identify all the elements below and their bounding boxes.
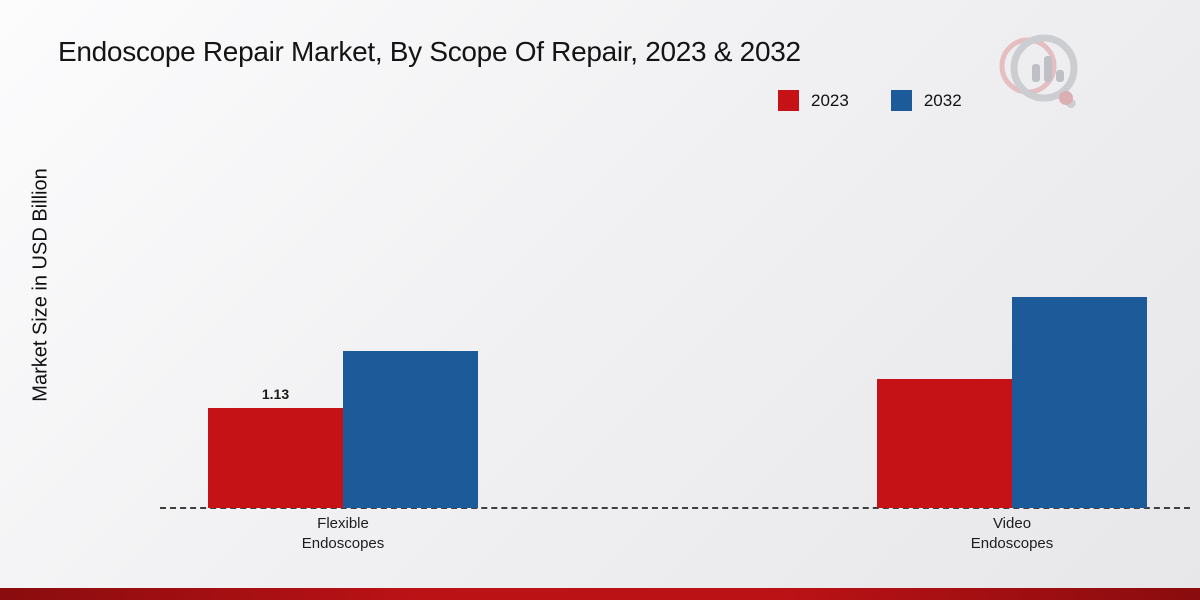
- bar-2023-video-endoscopes: [877, 379, 1012, 508]
- category-label-flexible-endoscopes: Flexible Endoscopes: [301, 515, 385, 552]
- legend: 2023 2032: [778, 90, 962, 111]
- legend-label-2023: 2023: [811, 90, 849, 110]
- legend-item-2032: 2032: [890, 90, 962, 111]
- bar-2032-video-endoscopes: [1012, 297, 1147, 508]
- market-research-future-logo: [999, 34, 1078, 109]
- bar-2032-flexible-endoscopes: [343, 351, 478, 508]
- x-axis-baseline: [160, 507, 1190, 509]
- value-label-2023-flexible-endoscopes: 1.13: [261, 386, 290, 402]
- bottom-accent-bar: [0, 588, 1200, 600]
- legend-item-2023: 2023: [778, 90, 849, 111]
- bar-2023-flexible-endoscopes: [208, 408, 343, 508]
- chart-title: Endoscope Repair Market, By Scope Of Rep…: [58, 36, 801, 67]
- legend-label-2032: 2032: [923, 90, 962, 110]
- category-label-video-endoscopes: Video Endoscopes: [970, 515, 1054, 552]
- legend-swatch-2023: [778, 90, 799, 111]
- legend-swatch-2032: [890, 90, 912, 111]
